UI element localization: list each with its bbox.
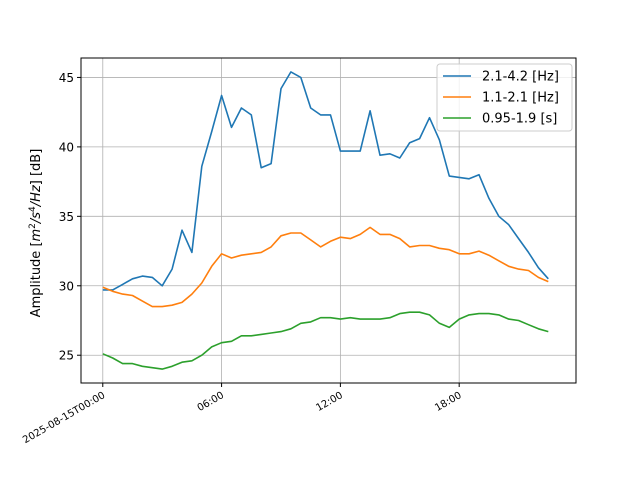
legend-box (436, 63, 573, 132)
y-tick-label-1: 30 (59, 279, 74, 293)
legend-label-2: 0.95-1.9 [s] (482, 112, 557, 127)
legend-label-1: 1.1-2.1 [Hz] (482, 91, 559, 106)
y-axis-label: Amplitude [m2/s4/Hz] [dB] (28, 149, 44, 318)
legend: 2.1-4.2 [Hz] 1.1-2.1 [Hz] 0.95-1.9 [s] (436, 63, 573, 132)
ylabel-suffix: ] [dB] (29, 149, 44, 186)
series-line-2 (102, 311, 549, 370)
legend-label-0: 2.1-4.2 [Hz] (482, 70, 559, 85)
ylabel-s: /s (29, 212, 44, 224)
plot-lines (102, 71, 549, 370)
y-tick-label-2: 35 (59, 210, 74, 224)
ylabel-s-exp: 4 (28, 206, 38, 212)
ylabel-m-exp: 2 (28, 223, 38, 229)
y-tick-label-3: 40 (59, 140, 74, 154)
y-tick-label-4: 45 (59, 71, 74, 85)
ylabel-m: m (29, 229, 44, 242)
axes-frame (80, 57, 577, 384)
series-line-0 (102, 71, 549, 291)
series-line-1 (102, 226, 549, 308)
ylabel-hz: /Hz (29, 184, 44, 207)
y-tick-label-0: 25 (59, 349, 74, 363)
ylabel-prefix: Amplitude [ (29, 241, 44, 317)
